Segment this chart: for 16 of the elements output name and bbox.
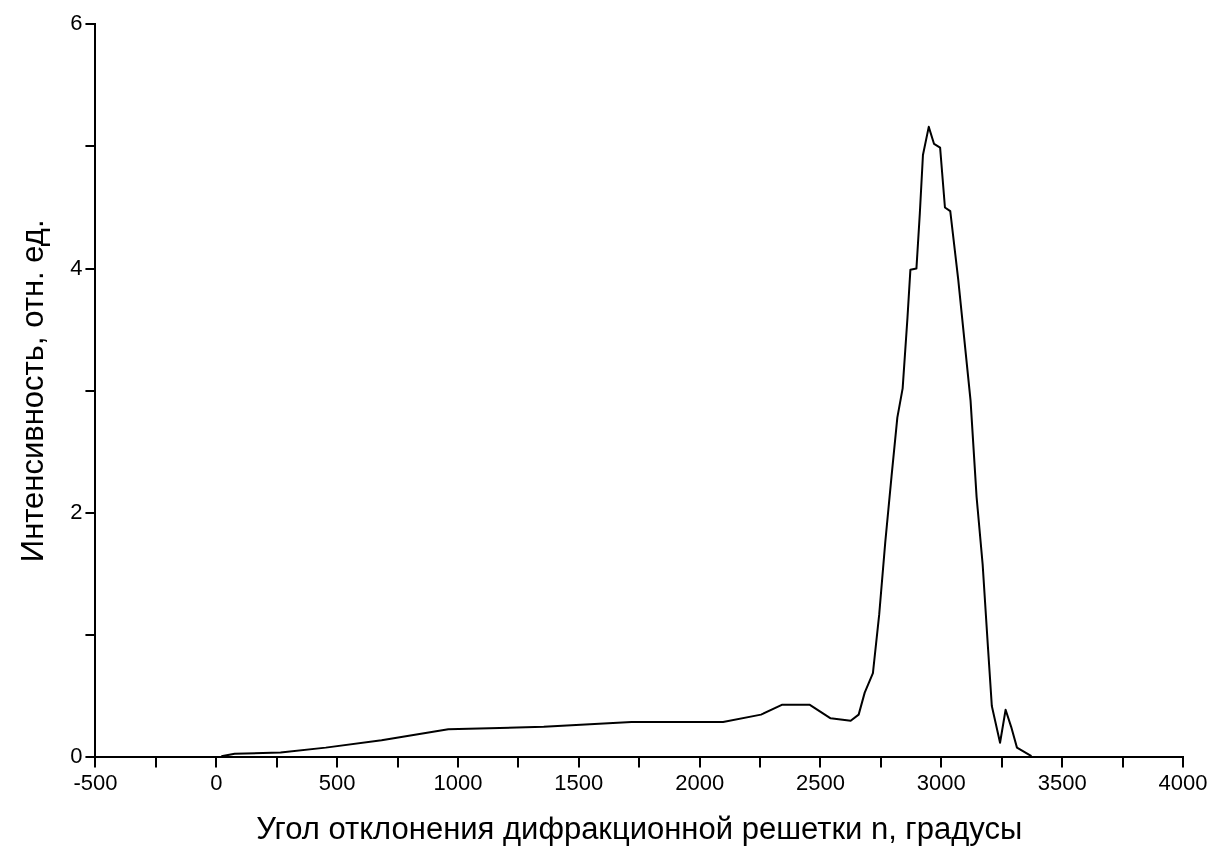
x-tick-label: 3500 — [1037, 769, 1087, 795]
x-axis-title: Угол отклонения дифракционной решетки n, градусы — [256, 810, 1023, 846]
y-tick-label: 0 — [70, 743, 83, 769]
x-tick-label: -500 — [73, 769, 118, 795]
x-tick-label: 500 — [318, 769, 356, 795]
x-tick-label: 1000 — [433, 769, 483, 795]
x-tick-label: 3000 — [916, 769, 966, 795]
y-tick-label: 2 — [70, 499, 83, 525]
y-tick-label: 6 — [70, 10, 83, 36]
x-tick-label: 2000 — [675, 769, 725, 795]
x-tick-label: 4000 — [1158, 769, 1208, 795]
x-tick-label: 0 — [210, 769, 223, 795]
y-tick-label: 4 — [70, 254, 83, 280]
y-axis-title: Интенсивность, отн. ед. — [15, 219, 51, 563]
x-tick-label: 2500 — [796, 769, 845, 795]
x-tick-label: 1500 — [554, 769, 604, 795]
